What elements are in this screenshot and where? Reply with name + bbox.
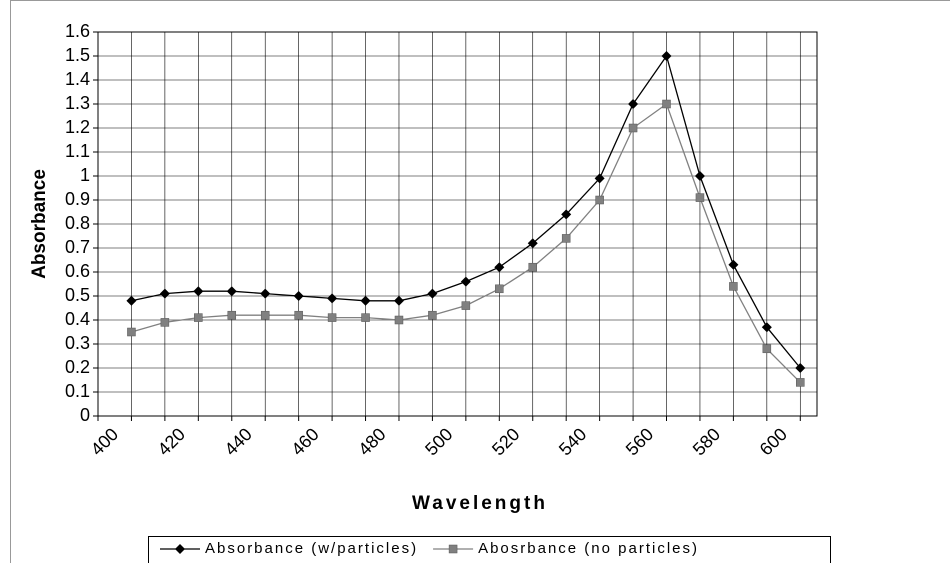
marker xyxy=(394,315,404,325)
marker xyxy=(628,99,639,109)
y-tick-label: 1.4 xyxy=(65,69,90,89)
marker xyxy=(175,544,185,554)
x-tick-label: 440 xyxy=(221,424,256,459)
legend-label: Abosrbance (no particles) xyxy=(478,540,699,557)
y-tick-label: 0.2 xyxy=(65,357,90,377)
y-tick-label: 1.6 xyxy=(65,21,90,41)
y-tick-label: 1.5 xyxy=(65,45,90,65)
x-tick-label: 400 xyxy=(87,424,122,459)
marker xyxy=(494,262,505,273)
marker xyxy=(661,51,672,61)
y-tick-label: 0.5 xyxy=(65,285,90,305)
x-tick-label: 460 xyxy=(287,424,322,459)
marker xyxy=(594,173,605,184)
marker xyxy=(628,123,638,133)
y-tick-label: 0.4 xyxy=(65,309,90,329)
marker xyxy=(595,195,604,205)
marker xyxy=(393,295,404,306)
marker xyxy=(694,171,705,181)
marker xyxy=(427,288,438,299)
marker xyxy=(294,310,303,320)
legend-label: Absorbance (w/particles) xyxy=(205,540,418,557)
marker xyxy=(460,276,471,287)
x-tick-label: 420 xyxy=(154,424,189,459)
x-tick-label: 600 xyxy=(756,424,791,459)
y-tick-label: 0.7 xyxy=(65,237,90,257)
marker xyxy=(227,310,237,320)
marker xyxy=(428,310,437,320)
marker xyxy=(729,282,738,291)
marker xyxy=(160,318,170,327)
marker xyxy=(461,301,471,310)
marker xyxy=(193,286,204,297)
marker xyxy=(561,209,572,220)
y-tick-label: 0.6 xyxy=(65,261,90,281)
marker xyxy=(662,99,671,109)
marker xyxy=(796,378,805,387)
y-tick-label: 1.1 xyxy=(65,141,90,161)
marker xyxy=(327,313,337,322)
marker xyxy=(448,544,458,554)
y-axis-label: Absorbance xyxy=(29,169,50,279)
marker xyxy=(495,284,504,294)
marker xyxy=(527,238,538,249)
y-tick-label: 1.2 xyxy=(65,117,90,137)
y-tick-label: 0.3 xyxy=(65,333,90,353)
legend-box xyxy=(148,536,831,563)
y-tick-label: 0 xyxy=(80,405,90,425)
marker xyxy=(695,193,705,202)
y-tick-label: 0.1 xyxy=(65,381,90,401)
marker xyxy=(260,310,270,320)
y-tick-label: 0.9 xyxy=(65,189,90,209)
y-tick-label: 1 xyxy=(80,165,90,185)
y-tick-label: 0.8 xyxy=(65,213,90,233)
marker xyxy=(728,259,739,270)
x-tick-label: 560 xyxy=(622,424,657,459)
marker xyxy=(762,344,772,354)
marker xyxy=(761,322,772,333)
marker xyxy=(226,286,237,297)
marker xyxy=(260,288,271,299)
marker xyxy=(194,313,203,322)
marker xyxy=(795,363,806,373)
x-tick-label: 480 xyxy=(354,424,389,459)
x-tick-label: 540 xyxy=(555,424,590,459)
y-tick-label: 1.3 xyxy=(65,93,90,113)
marker xyxy=(528,262,537,272)
x-tick-label: 580 xyxy=(689,424,724,459)
marker xyxy=(126,295,137,306)
marker xyxy=(561,234,571,243)
marker xyxy=(159,288,170,299)
x-tick-label: 520 xyxy=(488,424,523,459)
marker xyxy=(127,327,136,337)
marker xyxy=(361,313,370,322)
x-tick-label: 500 xyxy=(421,424,456,459)
plot-border xyxy=(97,31,818,417)
marker xyxy=(327,293,338,304)
marker xyxy=(293,291,304,301)
x-axis-label: Wavelength xyxy=(412,493,548,514)
marker xyxy=(360,295,371,306)
